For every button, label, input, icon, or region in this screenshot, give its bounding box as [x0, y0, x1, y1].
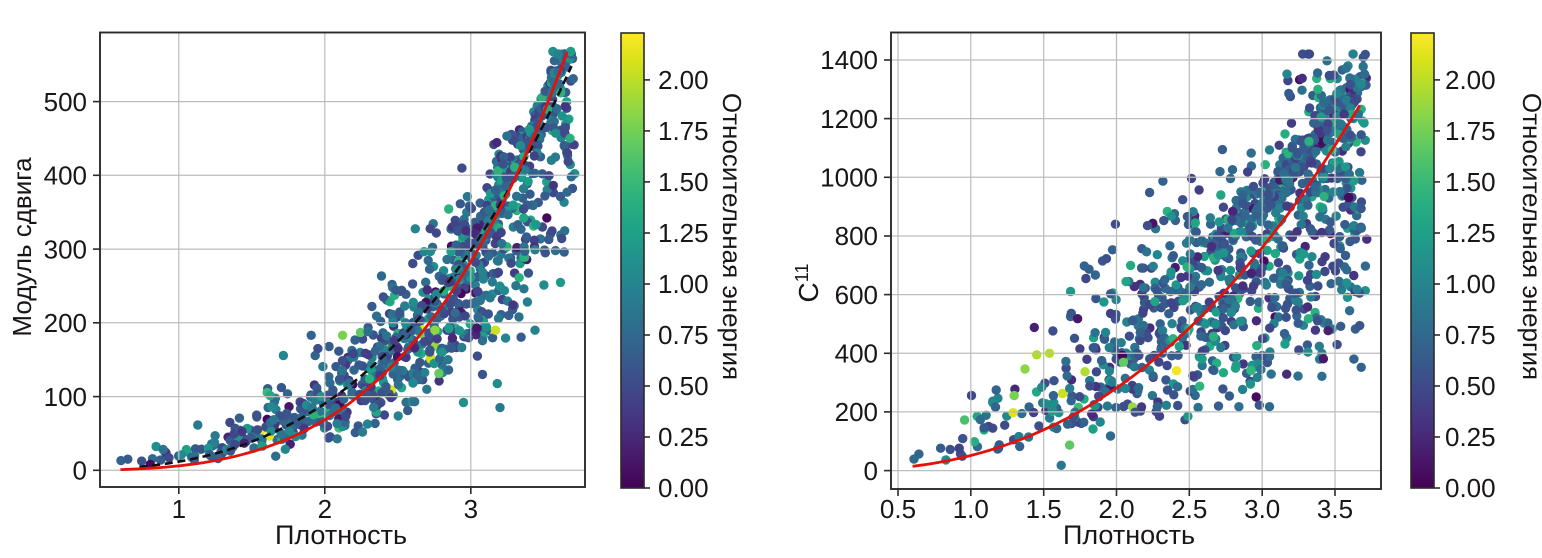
svg-text:0.00: 0.00	[1445, 473, 1496, 503]
svg-text:1.25: 1.25	[658, 218, 709, 248]
svg-text:200: 200	[44, 308, 87, 338]
svg-text:600: 600	[835, 280, 878, 310]
svg-text:1.0: 1.0	[953, 494, 989, 524]
svg-text:0: 0	[73, 456, 87, 486]
svg-text:Модуль сдвига: Модуль сдвига	[7, 157, 37, 337]
svg-text:1.75: 1.75	[1445, 116, 1496, 146]
svg-text:1.5: 1.5	[1026, 494, 1062, 524]
svg-text:200: 200	[835, 397, 878, 427]
svg-text:3: 3	[464, 494, 478, 524]
svg-text:1.75: 1.75	[658, 116, 709, 146]
svg-text:C11: C11	[792, 264, 824, 303]
svg-text:Плотность: Плотность	[275, 520, 407, 550]
svg-text:400: 400	[44, 161, 87, 191]
svg-text:0: 0	[864, 456, 878, 486]
svg-text:1400: 1400	[820, 45, 878, 75]
svg-text:400: 400	[835, 339, 878, 369]
svg-text:3.5: 3.5	[1317, 494, 1353, 524]
svg-text:500: 500	[44, 87, 87, 117]
svg-text:300: 300	[44, 234, 87, 264]
svg-text:0.5: 0.5	[880, 494, 916, 524]
svg-text:3.0: 3.0	[1244, 494, 1280, 524]
svg-text:0.75: 0.75	[1445, 320, 1496, 350]
svg-text:0.50: 0.50	[658, 371, 709, 401]
svg-text:1.50: 1.50	[1445, 167, 1496, 197]
svg-text:Относительная энергия: Относительная энергия	[717, 93, 747, 380]
svg-text:1.00: 1.00	[1445, 269, 1496, 299]
svg-text:1: 1	[172, 494, 186, 524]
svg-text:Плотность: Плотность	[1063, 520, 1195, 550]
svg-text:Относительная энергия: Относительная энергия	[1517, 93, 1542, 380]
svg-text:100: 100	[44, 382, 87, 412]
svg-text:0.25: 0.25	[658, 422, 709, 452]
svg-text:1.25: 1.25	[1445, 218, 1496, 248]
svg-text:800: 800	[835, 221, 878, 251]
svg-text:1.50: 1.50	[658, 167, 709, 197]
svg-text:2: 2	[318, 494, 332, 524]
svg-text:0.50: 0.50	[1445, 371, 1496, 401]
svg-text:0.00: 0.00	[658, 473, 709, 503]
svg-text:2.00: 2.00	[1445, 65, 1496, 95]
svg-text:0.25: 0.25	[1445, 422, 1496, 452]
svg-text:0.75: 0.75	[658, 320, 709, 350]
svg-text:1200: 1200	[820, 104, 878, 134]
svg-text:1000: 1000	[820, 163, 878, 193]
svg-text:2.5: 2.5	[1171, 494, 1207, 524]
svg-text:1.00: 1.00	[658, 269, 709, 299]
svg-text:2.00: 2.00	[658, 65, 709, 95]
svg-text:2.0: 2.0	[1098, 494, 1134, 524]
